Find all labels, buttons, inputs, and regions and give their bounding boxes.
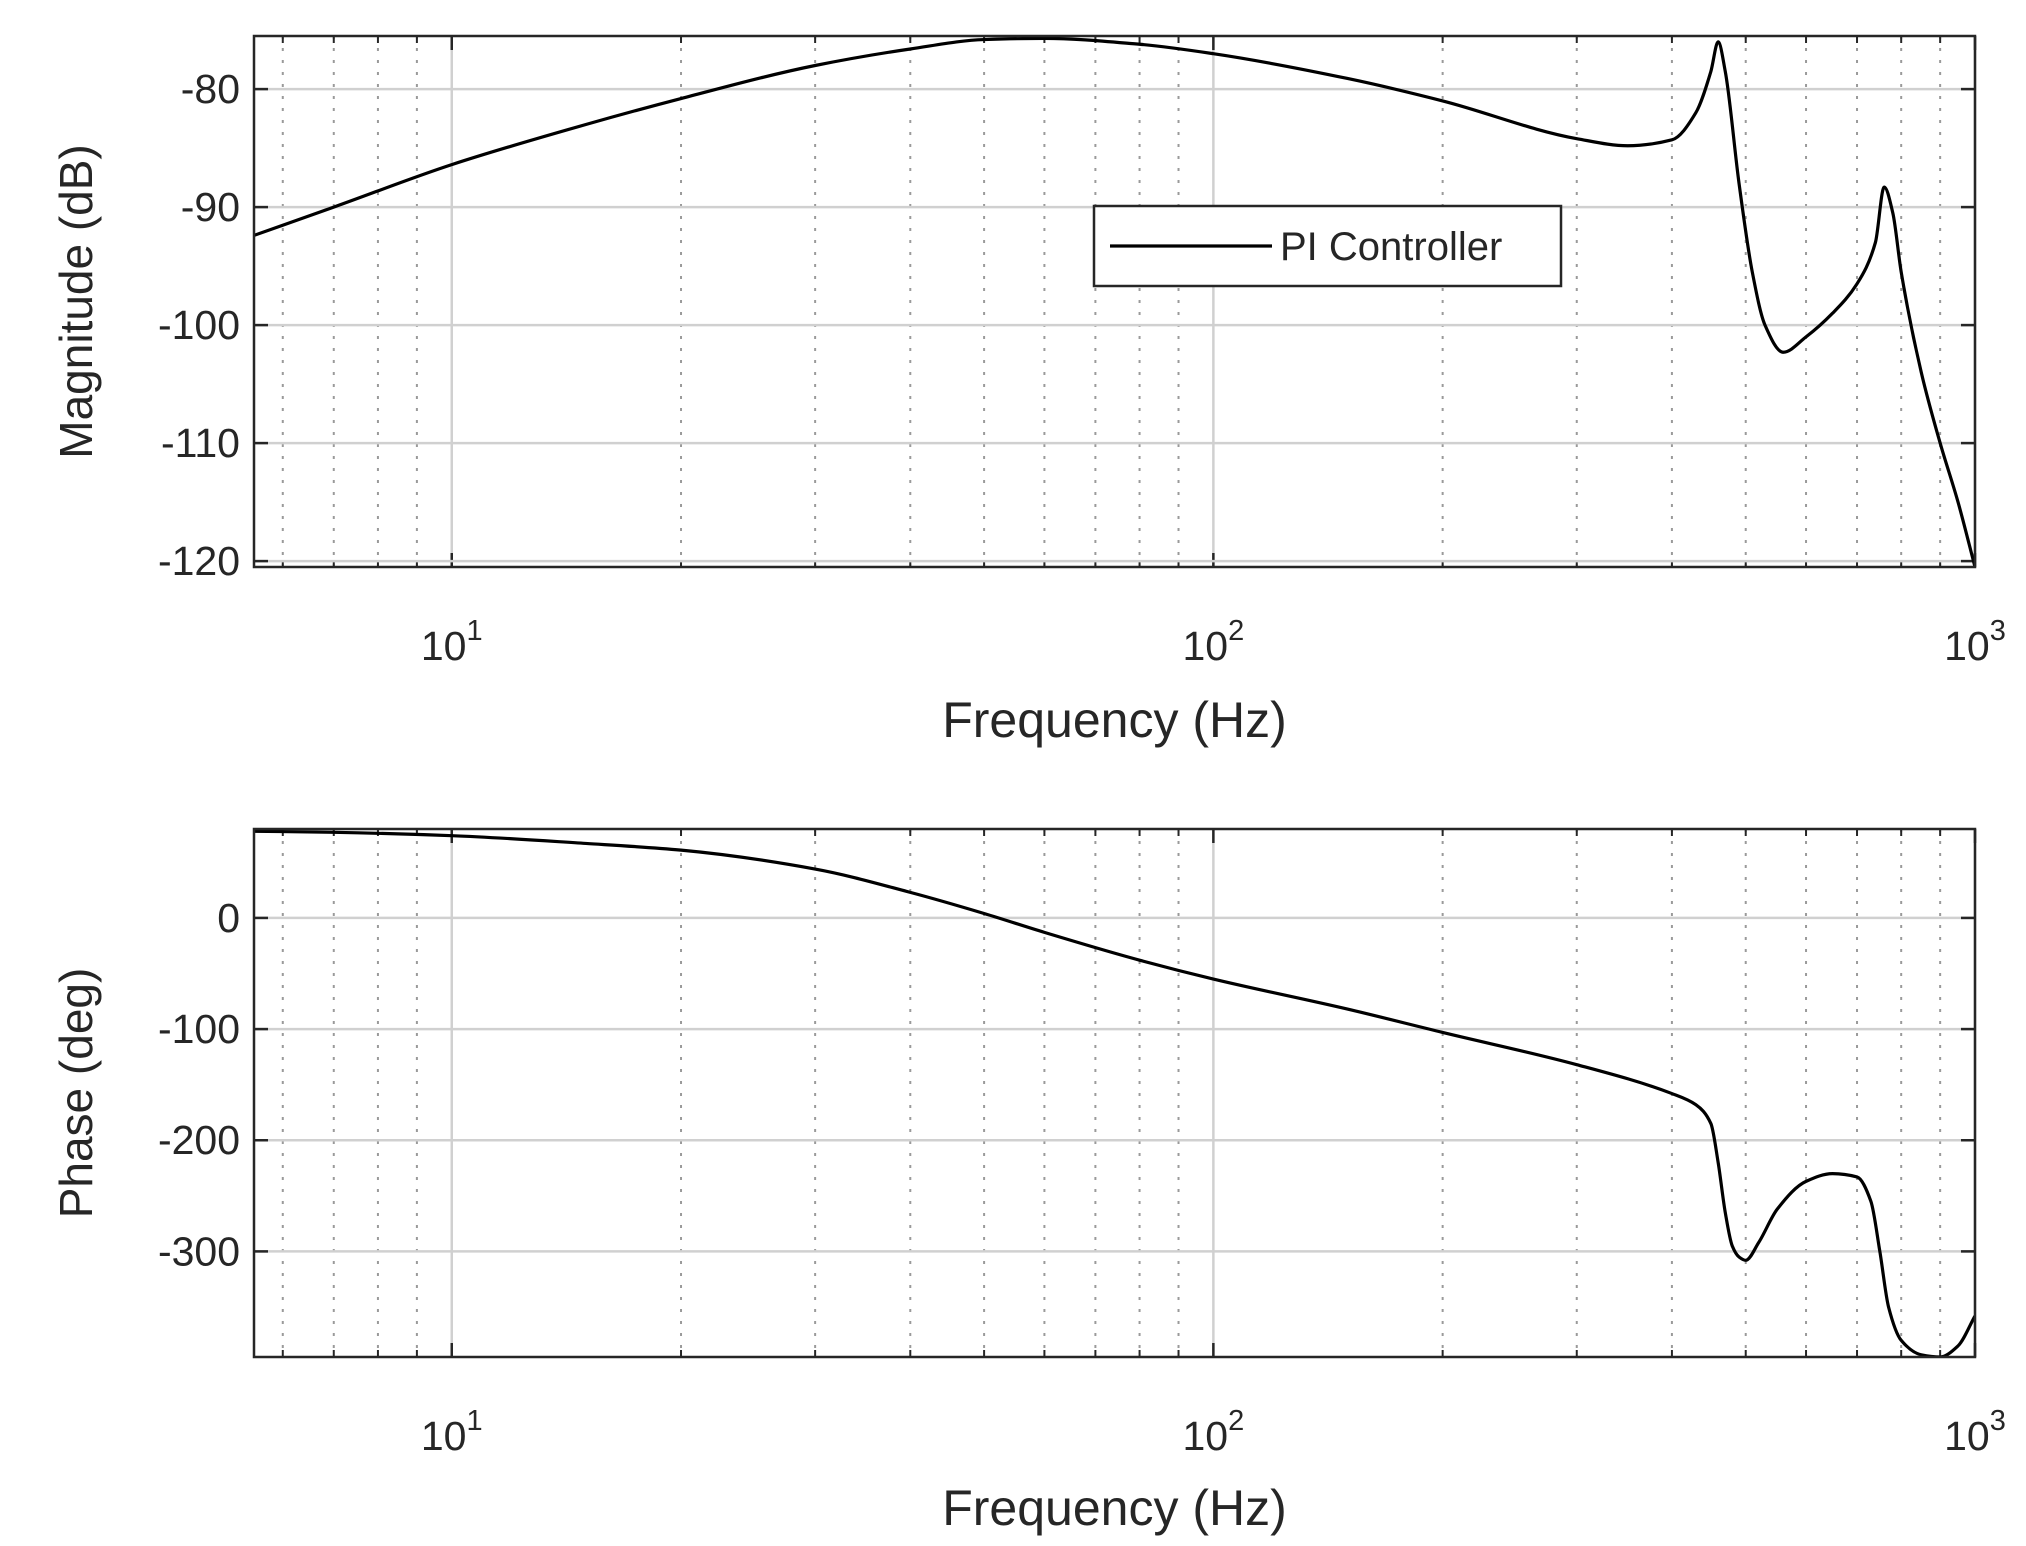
y-tick-label: -100 xyxy=(158,1006,240,1052)
series-line-1-0 xyxy=(254,829,1975,1357)
legend: PI Controller xyxy=(1092,204,1563,288)
y-tick-label: -110 xyxy=(161,420,240,466)
x-tick-label: 102 xyxy=(1182,615,1244,669)
y-tick-label: -300 xyxy=(158,1228,240,1274)
y-tick-label: -80 xyxy=(181,66,240,112)
axes-box xyxy=(252,34,1977,569)
x-tick-label: 101 xyxy=(421,615,483,669)
x-axis-label: Frequency (Hz) xyxy=(942,692,1287,748)
y-axis-label: Phase (deg) xyxy=(50,968,102,1219)
legend-entry-label: PI Controller xyxy=(1280,225,1502,269)
plot-area xyxy=(254,36,1975,567)
y-tick-label: -100 xyxy=(158,302,240,348)
x-tick-label: 102 xyxy=(1182,1405,1244,1459)
y-axis-label: Magnitude (dB) xyxy=(50,144,102,459)
x-tick-label: 101 xyxy=(421,1405,483,1459)
subplot-2: 101 102 103 0 -100 -200 -300 Frequency (Hz) Phas… xyxy=(50,827,2006,1536)
series-line-0-0 xyxy=(254,36,1975,567)
plot-area xyxy=(254,829,1975,1357)
y-tick-label: -200 xyxy=(158,1117,240,1163)
axes-box xyxy=(252,827,1977,1359)
y-tick-label: -90 xyxy=(181,184,240,230)
x-tick-label: 103 xyxy=(1944,615,2006,669)
y-tick-label: -120 xyxy=(158,538,240,584)
x-tick-label: 103 xyxy=(1944,1405,2006,1459)
y-tick-label: 0 xyxy=(217,895,240,941)
x-axis-label: Frequency (Hz) xyxy=(942,1480,1287,1536)
subplot-1: 101 102 103 -80 -90 -100 -110 -120 Frequency (Hz… xyxy=(50,34,2006,748)
